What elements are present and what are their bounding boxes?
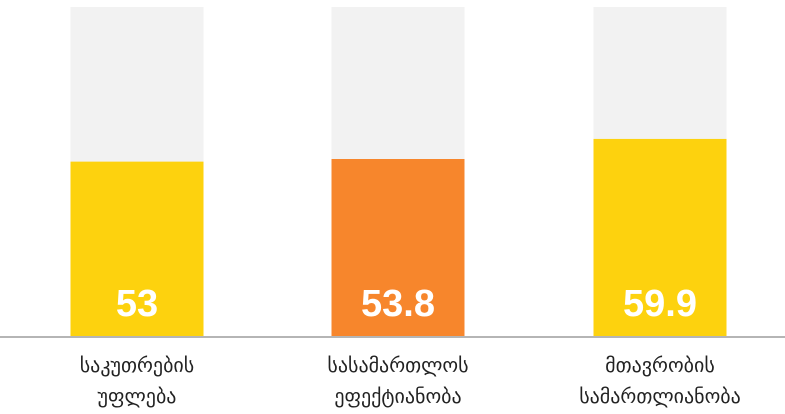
bar-value-label: 53 [116, 283, 158, 325]
bar [593, 138, 727, 336]
x-tick-label: საკუთრების [80, 353, 195, 377]
bar [70, 161, 204, 336]
bars [70, 138, 727, 336]
bar-value-label: 53.8 [361, 283, 435, 325]
x-tick-label: ეფექტიანობა [334, 384, 461, 408]
x-tick-label: სასამართლოს [327, 353, 468, 377]
value-labels: 53 53.8 59.9 [116, 283, 697, 325]
x-tick-label: უფლება [98, 384, 177, 408]
bar [331, 158, 465, 336]
x-tick-label: სამართლიანობა [579, 384, 741, 408]
x-tick-label: მთავრობის [605, 353, 715, 377]
category-labels: საკუთრების უფლება სასამართლოს ეფექტიანობა მთ… [80, 353, 741, 408]
bar-value-label: 59.9 [623, 283, 697, 325]
